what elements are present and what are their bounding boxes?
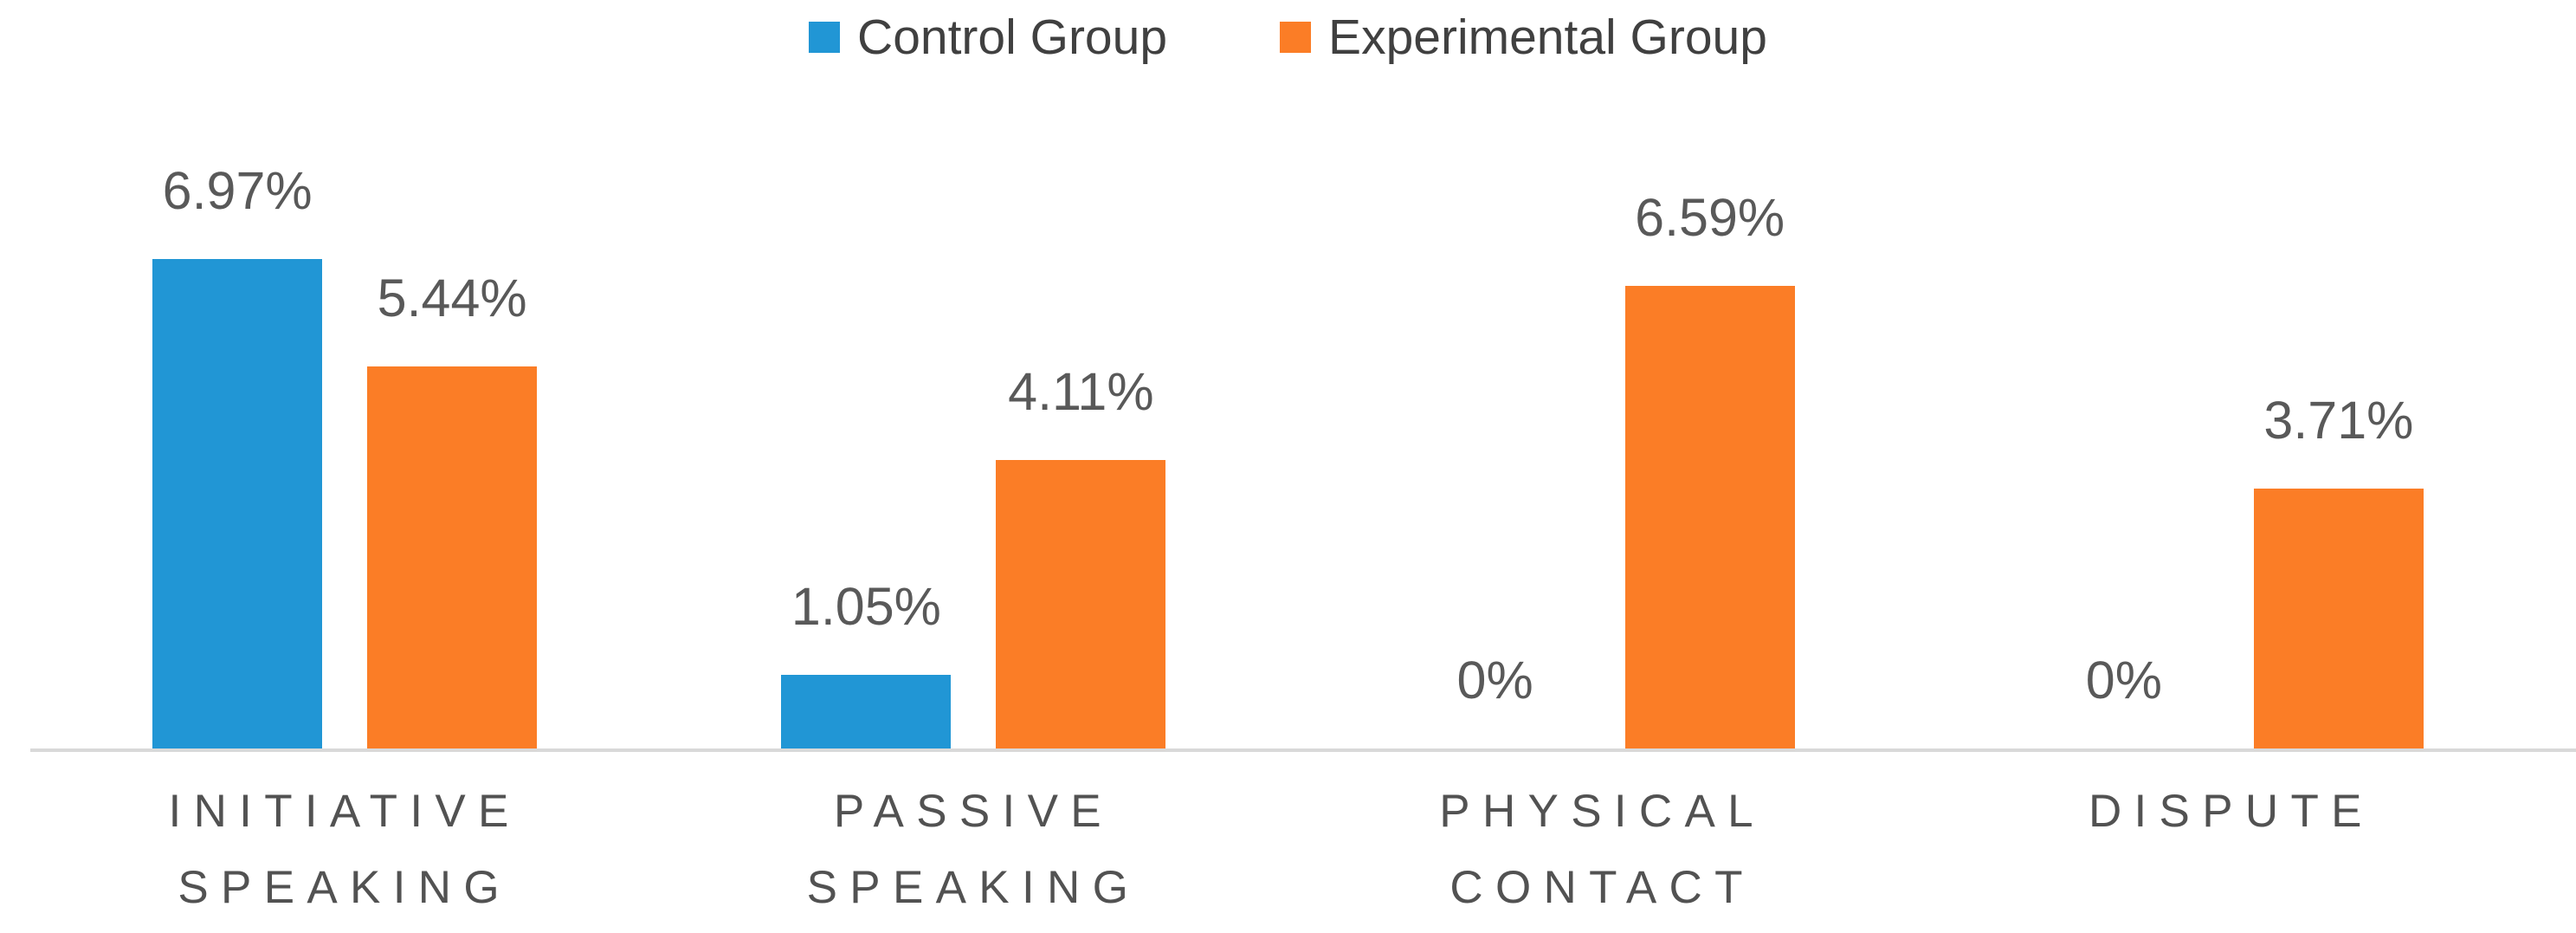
value-label-experimental-dispute: 3.71%: [2263, 390, 2414, 450]
bar-experimental-passive: [996, 460, 1166, 748]
bar-slot: 6.59%: [1624, 82, 1795, 748]
legend-label-experimental-group: Experimental Group: [1328, 10, 1767, 65]
x-axis-line: [30, 748, 2576, 752]
bar-control-passive: [781, 674, 952, 748]
bar-slot: 4.11%: [996, 82, 1166, 748]
legend-item-control-group: Control Group: [809, 7, 1167, 68]
bar-slot: 0%: [2039, 82, 2209, 748]
bar-experimental-dispute: [2253, 488, 2424, 748]
value-label-control-initiative: 6.97%: [162, 161, 313, 221]
value-label-experimental-passive: 4.11%: [1008, 362, 1154, 422]
legend-label-control-group: Control Group: [857, 10, 1168, 65]
category-group-passive-speaking: 1.05% 4.11%: [659, 82, 1288, 748]
plot-area: 6.97% 5.44% 1.05% 4.11% 0%: [30, 82, 2546, 748]
category-group-dispute: 0% 3.71%: [1917, 82, 2546, 748]
category-label-physical-contact: PHYSICAL CONTACT: [1439, 786, 1766, 913]
bar-experimental-initiative: [367, 366, 538, 748]
legend: Control Group Experimental Group: [0, 7, 2576, 68]
bar-slot: 6.97%: [152, 82, 323, 748]
category-group-initiative-speaking: 6.97% 5.44%: [30, 82, 659, 748]
category-label-initiative-speaking: INITIATIVE SPEAKING: [168, 786, 521, 913]
category-label-passive-speaking: PASSIVE SPEAKING: [806, 786, 1141, 913]
category-label-dispute: DISPUTE: [2088, 786, 2374, 837]
legend-swatch-experimental-group-icon: [1280, 22, 1312, 53]
value-label-control-physical: 0%: [1456, 651, 1533, 709]
value-label-experimental-initiative: 5.44%: [377, 269, 527, 328]
category-group-physical-contact: 0% 6.59%: [1288, 82, 1917, 748]
bar-slot: 1.05%: [781, 82, 952, 748]
bar-slot: 3.71%: [2253, 82, 2424, 748]
value-label-experimental-physical: 6.59%: [1635, 188, 1785, 248]
value-label-control-passive: 1.05%: [791, 576, 941, 636]
x-axis-category-labels: INITIATIVE SPEAKING PASSIVE SPEAKING PHY…: [30, 774, 2546, 926]
bar-slot: 5.44%: [367, 82, 538, 748]
legend-swatch-control-group-icon: [809, 22, 841, 53]
legend-item-experimental-group: Experimental Group: [1280, 7, 1767, 68]
value-label-control-dispute: 0%: [2085, 651, 2162, 709]
bar-slot: 0%: [1411, 82, 1580, 748]
bar-experimental-physical: [1624, 286, 1795, 748]
bar-control-initiative: [152, 259, 323, 748]
